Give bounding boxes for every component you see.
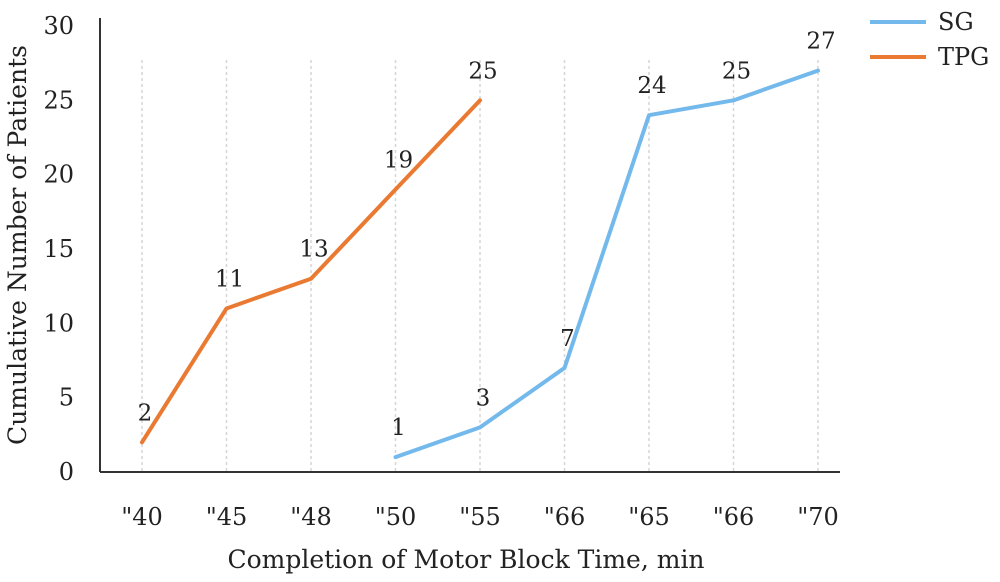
y-tick-label-15: 15: [43, 235, 74, 263]
y-tick-label-30: 30: [43, 12, 74, 40]
series-lines: [140, 68, 820, 460]
y-tick-label-20: 20: [43, 161, 74, 189]
x-tick-label-3: "50: [375, 503, 417, 531]
legend-label-sg: SG: [938, 8, 974, 36]
legend: SG TPG: [870, 8, 989, 71]
x-tick-label-1: "45: [206, 503, 248, 531]
data-label-sg-1: 3: [476, 385, 491, 411]
y-tick-labels: 0 5 10 15 20 25 30: [43, 12, 74, 486]
x-tick-label-6: "65: [628, 503, 670, 531]
y-tick-label-5: 5: [59, 384, 74, 412]
x-tick-label-5: "66: [544, 503, 586, 531]
data-label-sg-0: 1: [391, 415, 406, 441]
y-tick-label-25: 25: [43, 86, 74, 114]
x-tick-label-2: "48: [290, 503, 332, 531]
data-label-sg-4: 25: [722, 58, 751, 84]
data-label-tpg-3: 19: [384, 148, 413, 174]
y-tick-label-10: 10: [43, 309, 74, 337]
x-tick-label-7: "66: [713, 503, 755, 531]
x-tick-label-0: "40: [121, 503, 163, 531]
y-axis-title: Cumulative Number of Patients: [3, 45, 32, 445]
data-label-tpg-0: 2: [138, 400, 153, 426]
x-axis-title: Completion of Motor Block Time, min: [227, 545, 704, 574]
legend-label-tpg: TPG: [938, 43, 989, 71]
data-label-sg-3: 24: [637, 73, 666, 99]
data-label-tpg-2: 13: [299, 237, 328, 263]
y-tick-label-0: 0: [59, 458, 74, 486]
data-label-tpg-4: 25: [468, 58, 497, 84]
x-tick-label-8: "70: [797, 503, 839, 531]
series-line-tpg: [140, 98, 482, 445]
data-label-sg-2: 7: [560, 326, 575, 352]
series-line-sg: [393, 68, 820, 460]
data-label-tpg-1: 11: [215, 266, 244, 292]
x-tick-labels: "40 "45 "48 "50 "55 "66 "65 "66 "70: [121, 503, 839, 531]
x-tick-label-4: "55: [459, 503, 501, 531]
data-label-sg-5: 27: [806, 29, 835, 55]
grid-lines: [141, 60, 819, 472]
